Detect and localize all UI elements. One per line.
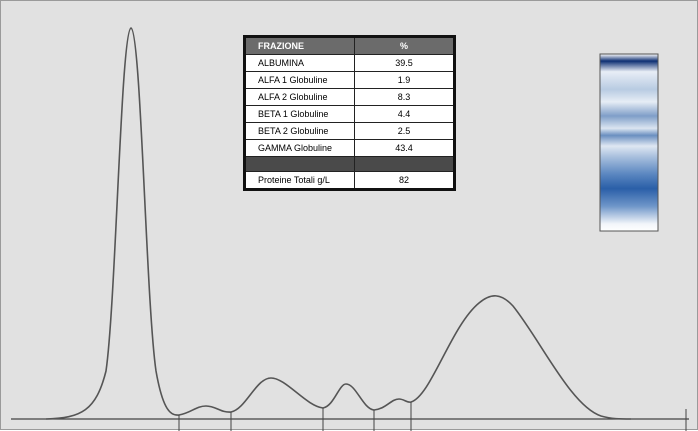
table-cell: 1.9 (354, 71, 455, 89)
fractions-table: FRAZIONE % ALBUMINA 39.5 ALFA 1 Globuline 1… (243, 35, 456, 191)
header-cell: FRAZIONE (244, 36, 355, 55)
table-row: ALFA 1 Globuline 1.9 (244, 71, 455, 89)
header-cell: % (354, 36, 455, 55)
curve (45, 27, 632, 420)
table-cell: ALFA 1 Globuline (244, 71, 355, 89)
fraction-separators (178, 402, 687, 431)
table-row: ALBUMINA 39.5 (244, 54, 455, 72)
table-cell: 39.5 (354, 54, 455, 72)
table-cell: BETA 1 Globuline (244, 105, 355, 123)
table-row: Proteine Totali g/L 82 (244, 171, 455, 190)
table-row: GAMMA Globuline 43.4 (244, 139, 455, 157)
table-cell: 4.4 (354, 105, 455, 123)
table-cell: GAMMA Globuline (244, 139, 355, 157)
table-cell: BETA 2 Globuline (244, 122, 355, 140)
table-cell: 82 (354, 171, 455, 190)
gel-strip (599, 53, 659, 232)
table-cell (244, 156, 355, 172)
header-row: FRAZIONE % (244, 36, 455, 55)
table-row: BETA 1 Globuline 4.4 (244, 105, 455, 123)
table-row: ALFA 2 Globuline 8.3 (244, 88, 455, 106)
table-row: BETA 2 Globuline 2.5 (244, 122, 455, 140)
table-cell: 2.5 (354, 122, 455, 140)
table-cell: Proteine Totali g/L (244, 171, 355, 190)
table-cell: ALBUMINA (244, 54, 355, 72)
table-cell: 8.3 (354, 88, 455, 106)
table-cell: ALFA 2 Globuline (244, 88, 355, 106)
table-cell: 43.4 (354, 139, 455, 157)
table-row (244, 156, 455, 172)
table-cell (354, 156, 455, 172)
